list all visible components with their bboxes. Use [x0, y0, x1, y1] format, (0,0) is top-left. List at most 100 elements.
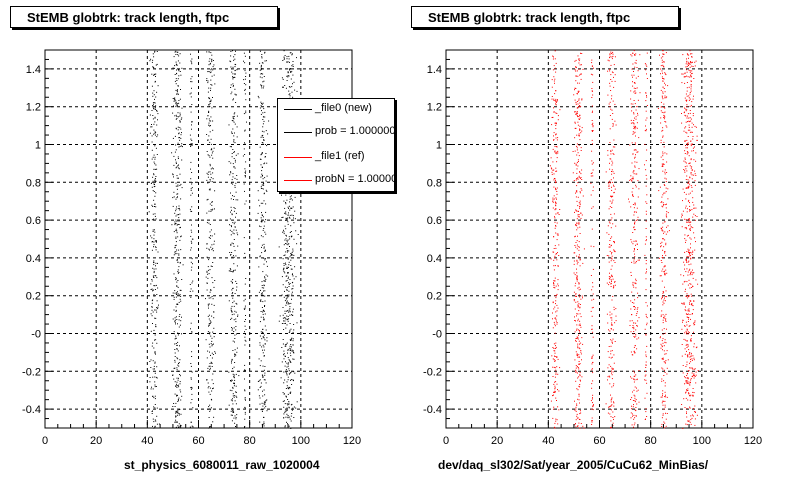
data-point: [690, 361, 692, 363]
data-point: [155, 262, 157, 264]
data-point: [153, 174, 155, 176]
data-point: [694, 411, 696, 413]
data-point: [693, 95, 694, 97]
data-point: [260, 158, 262, 160]
data-point: [212, 250, 214, 252]
data-point: [664, 173, 666, 175]
data-point: [612, 162, 614, 164]
data-point: [264, 313, 266, 315]
data-point: [662, 404, 664, 406]
data-point: [285, 388, 287, 389]
data-point: [606, 232, 608, 234]
data-point: [209, 369, 211, 371]
data-point: [175, 237, 177, 239]
data-point: [591, 387, 593, 389]
data-point: [665, 412, 666, 414]
data-point: [662, 291, 664, 292]
data-point: [233, 223, 235, 225]
data-point: [556, 357, 558, 358]
data-point: [281, 194, 282, 196]
data-point: [285, 304, 287, 306]
data-point: [286, 362, 288, 364]
data-point: [211, 154, 213, 156]
data-point: [152, 323, 153, 324]
data-point: [291, 65, 293, 67]
data-point: [689, 98, 691, 100]
data-point: [609, 222, 611, 224]
data-point: [292, 331, 294, 333]
data-point: [210, 116, 212, 118]
data-point: [552, 200, 554, 202]
data-point: [692, 250, 694, 252]
data-point: [211, 204, 213, 206]
data-point: [635, 118, 637, 120]
data-point: [209, 404, 211, 406]
data-point: [688, 381, 690, 383]
data-point: [236, 232, 238, 234]
data-point: [154, 206, 155, 207]
data-point: [692, 272, 694, 274]
data-point: [208, 97, 210, 99]
data-point: [211, 366, 213, 367]
data-point: [638, 137, 640, 139]
data-point: [685, 126, 687, 128]
data-point: [666, 328, 667, 330]
data-point: [263, 163, 265, 165]
data-point: [577, 336, 579, 338]
data-point: [209, 231, 211, 233]
data-point: [553, 132, 555, 134]
data-point: [666, 216, 668, 218]
data-point: [262, 236, 264, 238]
data-point: [611, 118, 613, 120]
data-point: [289, 393, 291, 394]
data-point: [636, 403, 638, 405]
data-point: [233, 411, 235, 413]
data-point: [632, 85, 634, 87]
data-point: [207, 91, 209, 93]
data-point: [664, 272, 666, 274]
data-point: [689, 71, 691, 73]
data-point: [178, 70, 180, 72]
data-point: [574, 331, 576, 333]
data-point: [635, 59, 637, 61]
data-point: [154, 107, 156, 109]
data-point: [189, 208, 191, 210]
data-point: [209, 203, 211, 205]
data-point: [152, 92, 154, 94]
data-point: [686, 82, 688, 83]
data-point: [550, 258, 552, 260]
data-point: [661, 228, 662, 229]
data-point: [660, 242, 662, 244]
data-point: [155, 240, 157, 242]
data-point: [636, 379, 638, 381]
data-point: [289, 279, 291, 280]
data-point: [231, 293, 233, 295]
data-point: [633, 82, 635, 83]
data-point: [663, 204, 665, 205]
data-point: [292, 248, 294, 250]
data-point: [689, 209, 691, 210]
data-point: [175, 296, 177, 298]
data-point: [575, 351, 577, 353]
data-point: [664, 221, 666, 223]
data-point: [685, 391, 687, 393]
data-point: [631, 405, 632, 407]
data-point: [295, 407, 297, 409]
data-point: [232, 387, 234, 389]
data-point: [232, 292, 234, 294]
data-point: [689, 362, 690, 364]
data-point: [556, 383, 558, 385]
data-point: [231, 329, 233, 331]
data-point: [230, 225, 232, 226]
data-point: [557, 289, 559, 291]
data-point: [633, 87, 635, 89]
data-point: [153, 173, 155, 175]
data-point: [690, 145, 692, 147]
data-point: [286, 421, 287, 423]
data-point: [261, 56, 263, 58]
data-point: [664, 270, 665, 272]
data-point: [236, 351, 238, 353]
data-point: [261, 292, 263, 294]
data-point: [693, 408, 694, 410]
data-point: [176, 69, 177, 71]
